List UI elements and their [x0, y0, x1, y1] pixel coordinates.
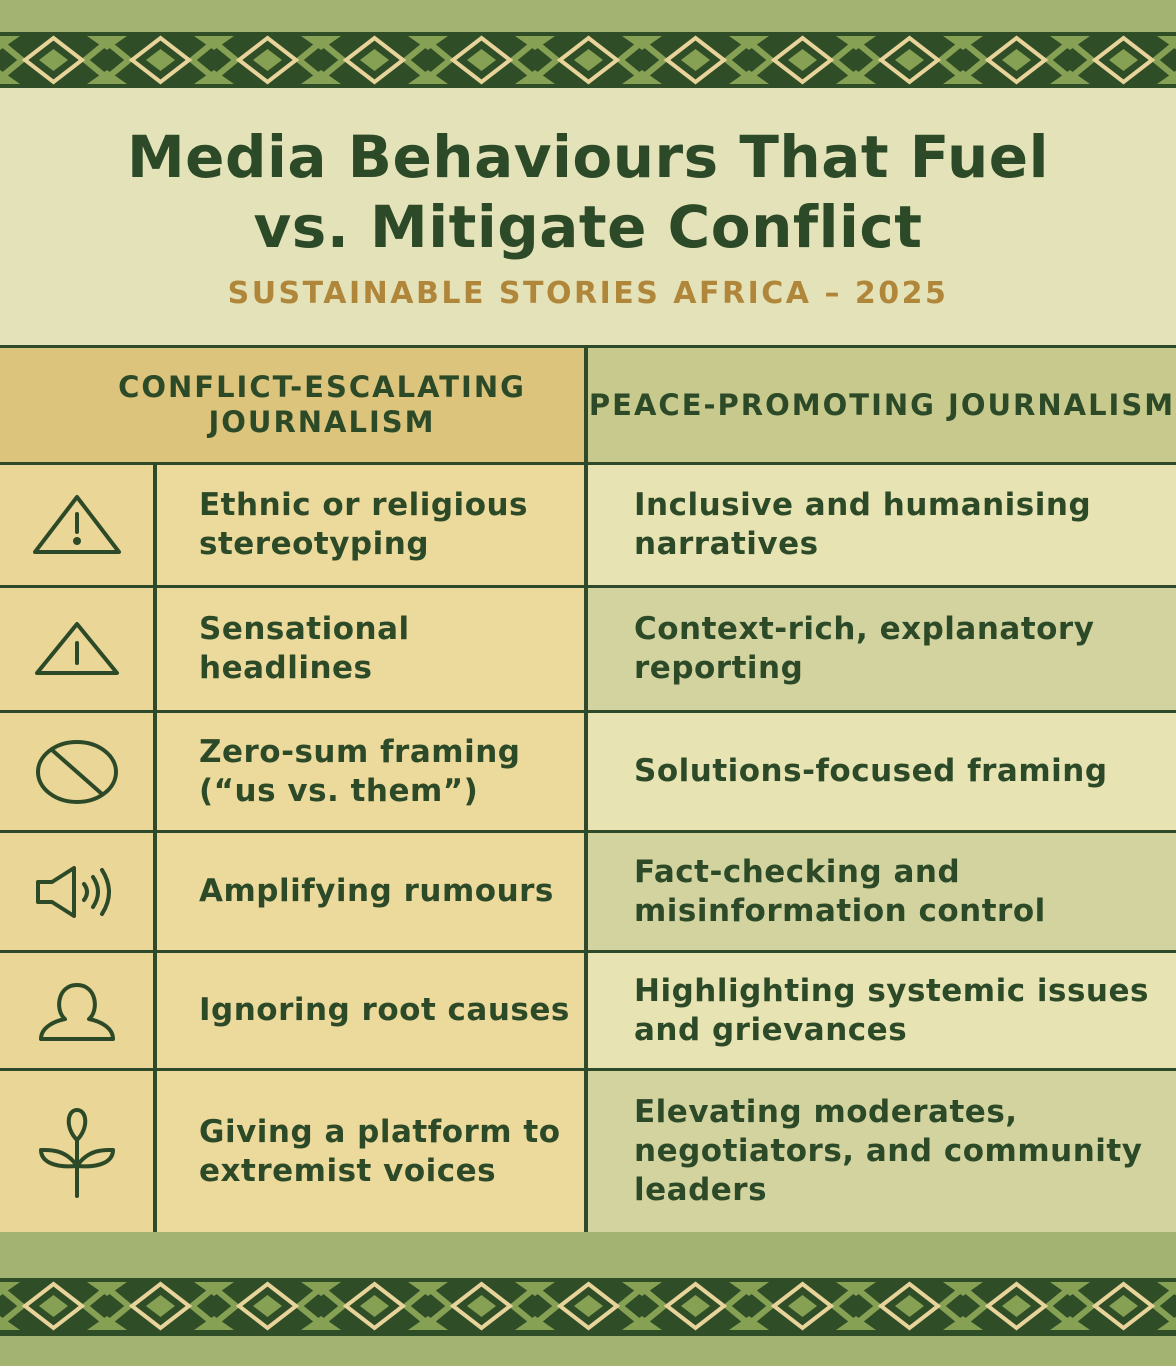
top-pattern-band [0, 32, 1176, 88]
escalating-cell: Zero-sum framing (“us vs. them”) [157, 713, 588, 830]
table-row: Ethnic or religious stereotyping Inclusi… [0, 465, 1176, 588]
title-area: Media Behaviours That Fuel vs. Mitigate C… [0, 88, 1176, 345]
top-border [0, 0, 1176, 32]
bottom-edge [0, 1336, 1176, 1366]
title-line-2: vs. Mitigate Conflict [253, 193, 923, 261]
table-row: Sensational headlines Context-rich, expl… [0, 588, 1176, 713]
table-header-row: CONFLICT-ESCALATING JOURNALISM PEACE-PRO… [0, 348, 1176, 465]
escalating-cell: Sensational headlines [157, 588, 588, 710]
promoting-cell: Solutions-focused framing [588, 713, 1176, 830]
plant-icon [0, 1071, 157, 1232]
page-title: Media Behaviours That Fuel vs. Mitigate C… [0, 88, 1176, 262]
person-icon [0, 953, 157, 1068]
table-row: Ignoring root causes Highlighting system… [0, 953, 1176, 1071]
escalating-cell: Ethnic or religious stereotyping [157, 465, 588, 585]
table-row: Giving a platform to extremist voices El… [0, 1071, 1176, 1232]
bottom-pattern-band [0, 1278, 1176, 1336]
promoting-cell: Inclusive and humanising narratives [588, 465, 1176, 585]
table-row: Zero-sum framing (“us vs. them”) Solutio… [0, 713, 1176, 833]
promoting-cell: Elevating moderates, negotiators, and co… [588, 1071, 1176, 1232]
promoting-cell: Fact-checking and misinformation control [588, 833, 1176, 950]
subtitle: SUSTAINABLE STORIES AFRICA – 2025 [227, 276, 949, 311]
prohibited-icon [0, 713, 157, 830]
speaker-icon [0, 833, 157, 950]
escalating-cell: Amplifying rumours [157, 833, 588, 950]
escalating-cell: Giving a platform to extremist voices [157, 1071, 588, 1232]
promoting-cell: Highlighting systemic issues and grievan… [588, 953, 1176, 1068]
column-header-promoting: PEACE-PROMOTING JOURNALISM [588, 348, 1176, 462]
comparison-table: CONFLICT-ESCALATING JOURNALISM PEACE-PRO… [0, 345, 1176, 1232]
escalating-cell: Ignoring root causes [157, 953, 588, 1068]
title-line-1: Media Behaviours That Fuel [126, 123, 1050, 191]
warning-icon [0, 588, 157, 710]
bottom-border [0, 1232, 1176, 1278]
table-row: Amplifying rumours Fact-checking and mis… [0, 833, 1176, 953]
promoting-cell: Context-rich, explanatory reporting [588, 588, 1176, 710]
warning-icon [0, 465, 157, 585]
column-header-escalating: CONFLICT-ESCALATING JOURNALISM [0, 348, 588, 462]
